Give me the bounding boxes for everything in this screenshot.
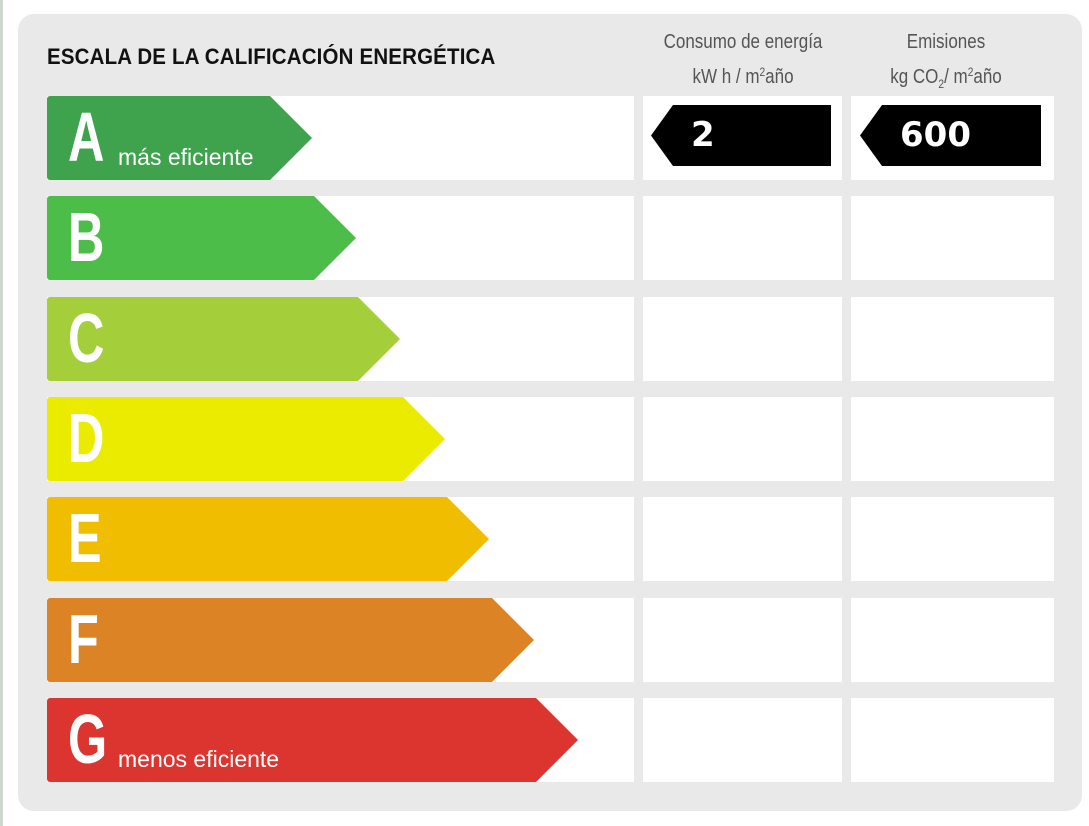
- emissions-column-header: Emisiones kg CO2/ m2año: [853, 27, 1040, 99]
- emissions-cell-g: [851, 698, 1054, 782]
- rating-arrow-g: G menos eficiente: [47, 698, 578, 782]
- emissions-cell-d: [851, 397, 1054, 481]
- rating-letter-d: D: [68, 399, 105, 477]
- rating-desc-a: más eficiente: [118, 144, 254, 170]
- emissions-cell-b: [851, 196, 1054, 280]
- emissions-header-unit: kg CO2/ m2año: [890, 65, 1002, 91]
- emissions-value-tag: 600: [860, 105, 1041, 166]
- rating-letter-a: A: [68, 98, 105, 176]
- energy-header-line1: Consumo de energía: [663, 31, 823, 53]
- energy-cell-d: [643, 397, 842, 481]
- rating-arrow-d: D: [47, 397, 445, 481]
- rating-letter-f: F: [68, 600, 99, 678]
- emissions-cell-f: [851, 598, 1054, 682]
- rating-arrow-a: A más eficiente: [47, 96, 312, 180]
- energy-cell-e: [643, 497, 842, 581]
- energy-cell-c: [643, 297, 842, 381]
- energy-header-unit: kW h / m2año: [692, 65, 794, 88]
- energy-value-tag: 2: [651, 105, 831, 166]
- rating-letter-c: C: [68, 299, 105, 377]
- rating-arrow-c: C: [47, 297, 400, 381]
- emissions-value: 600: [900, 115, 971, 155]
- energy-cell-b: [643, 196, 842, 280]
- emissions-header-line1: Emisiones: [906, 31, 986, 53]
- rating-desc-g: menos eficiente: [118, 746, 280, 772]
- rating-arrow-f: F: [47, 598, 534, 682]
- energy-value: 2: [691, 115, 715, 155]
- energy-cell-g: [643, 698, 842, 782]
- emissions-cell-c: [851, 297, 1054, 381]
- rating-letter-b: B: [68, 198, 105, 276]
- rating-arrow-e: E: [47, 497, 489, 581]
- energy-column-header: Consumo de energía kW h / m2año: [645, 27, 841, 92]
- left-edge-line: [0, 0, 3, 826]
- scale-title: ESCALA DE LA CALIFICACIÓN ENERGÉTICA: [47, 44, 496, 69]
- emissions-cell-e: [851, 497, 1054, 581]
- energy-cell-f: [643, 598, 842, 682]
- rating-letter-e: E: [68, 499, 102, 577]
- rating-letter-g: G: [68, 700, 108, 778]
- rating-arrow-b: B: [47, 196, 356, 280]
